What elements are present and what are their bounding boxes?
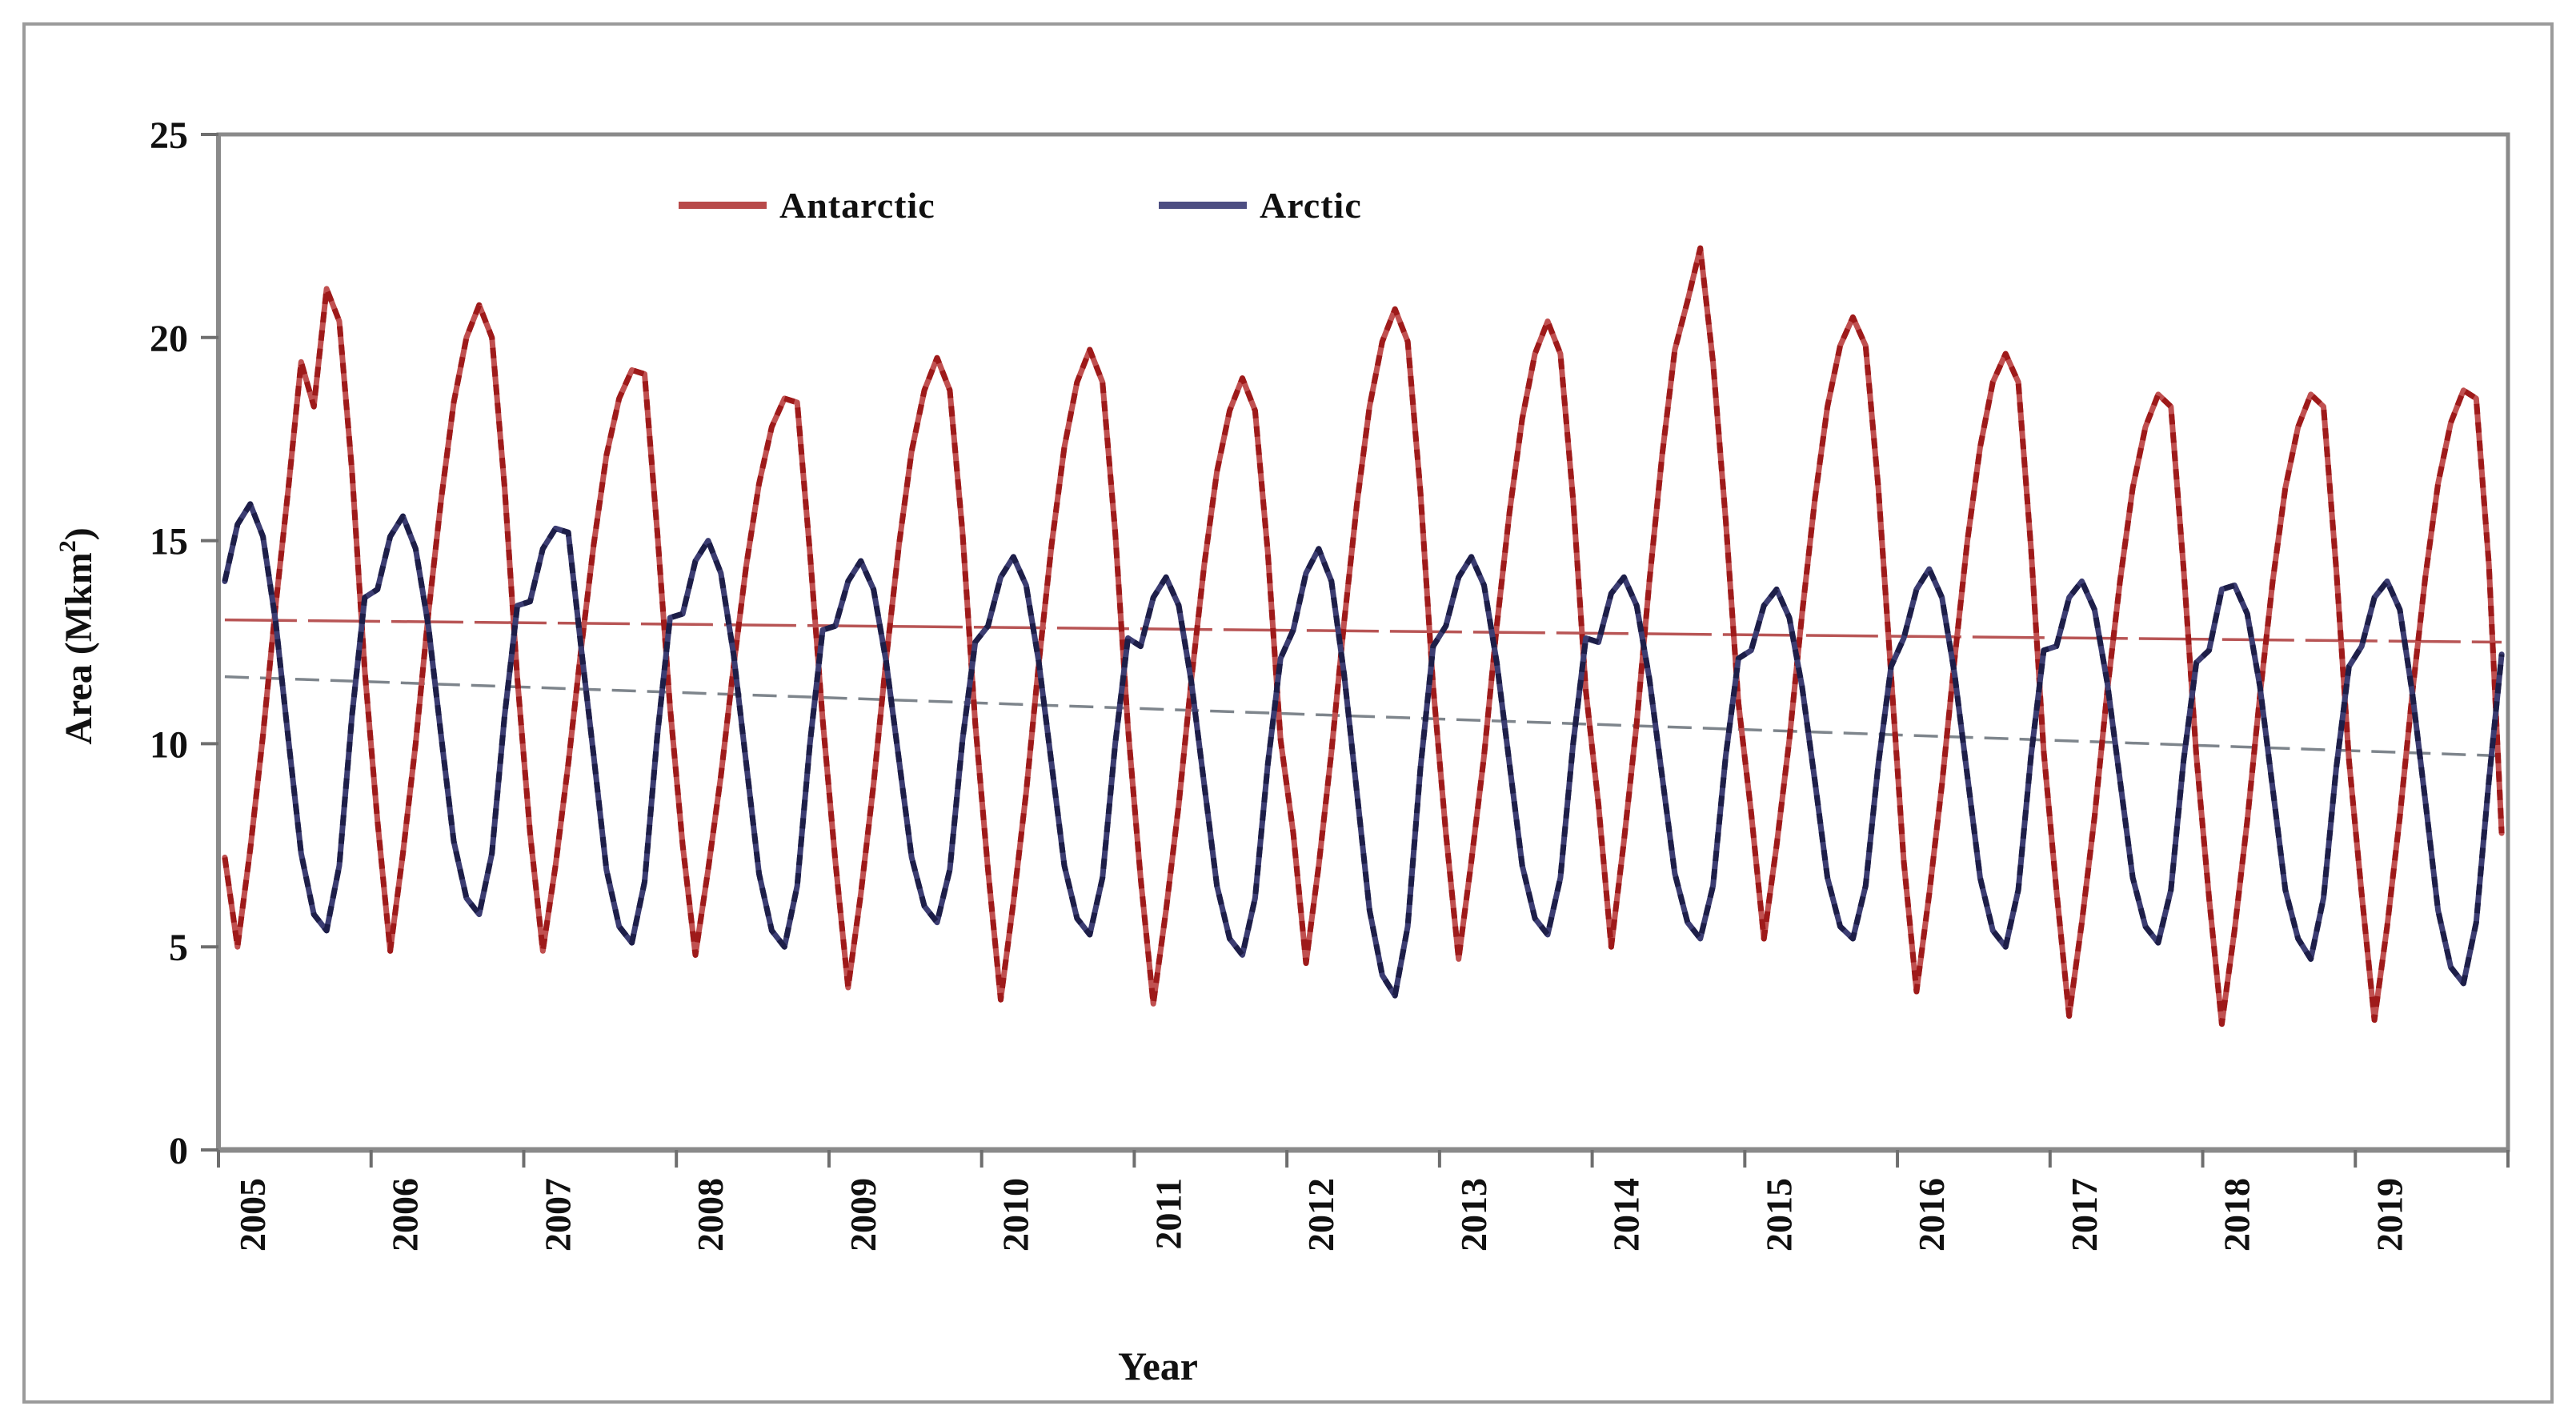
arctic-legend-label: Arctic xyxy=(1260,184,1362,226)
x-tick-label: 2005 xyxy=(232,1178,273,1252)
arctic-line xyxy=(222,501,2505,999)
x-tick-label: 2014 xyxy=(1606,1178,1647,1252)
x-tick-label: 2017 xyxy=(2064,1178,2105,1252)
figure-border xyxy=(22,22,2554,1404)
antarctic-legend-label: Antarctic xyxy=(779,184,935,226)
x-tick-label: 2007 xyxy=(537,1178,578,1252)
x-tick-label: 2018 xyxy=(2217,1178,2258,1252)
arctic-legend-line-icon xyxy=(1159,201,1247,209)
x-tick-label: 2006 xyxy=(385,1178,426,1252)
x-tick-label: 2009 xyxy=(843,1178,883,1252)
x-tick-label: 2013 xyxy=(1453,1178,1494,1252)
plot-frame xyxy=(216,132,2510,1152)
y-tick-label: 5 xyxy=(169,927,188,969)
y-tick-label: 25 xyxy=(150,114,188,157)
legend-item-antarctic: Antarctic xyxy=(679,184,935,226)
y-tick-label: 10 xyxy=(150,723,188,766)
y-tick-label: 20 xyxy=(150,318,188,360)
arctic-line-dash-overlay xyxy=(222,501,2505,999)
x-tick-label: 2015 xyxy=(1758,1178,1799,1252)
legend-item-arctic: Arctic xyxy=(1159,184,1362,226)
x-tick-label: 2019 xyxy=(2369,1178,2410,1252)
antarctic-legend-line-icon xyxy=(679,201,767,209)
y-axis-title: Area (Mkm2) xyxy=(54,527,100,745)
y-tick-label: 0 xyxy=(169,1130,188,1172)
x-axis-title: Year xyxy=(1118,1344,1198,1388)
x-tick-label: 2012 xyxy=(1300,1178,1341,1252)
antarctic-line xyxy=(222,245,2505,1027)
x-tick-label: 2010 xyxy=(996,1178,1036,1252)
x-tick-label: 2011 xyxy=(1148,1178,1188,1249)
x-tick-label: 2016 xyxy=(1911,1178,1952,1252)
antarctic-trend-line xyxy=(224,618,2502,644)
arctic-trend-line xyxy=(224,675,2502,758)
antarctic-line-dash-overlay xyxy=(222,245,2505,1027)
x-tick-label: 2008 xyxy=(690,1178,731,1252)
y-tick-label: 15 xyxy=(150,521,188,563)
